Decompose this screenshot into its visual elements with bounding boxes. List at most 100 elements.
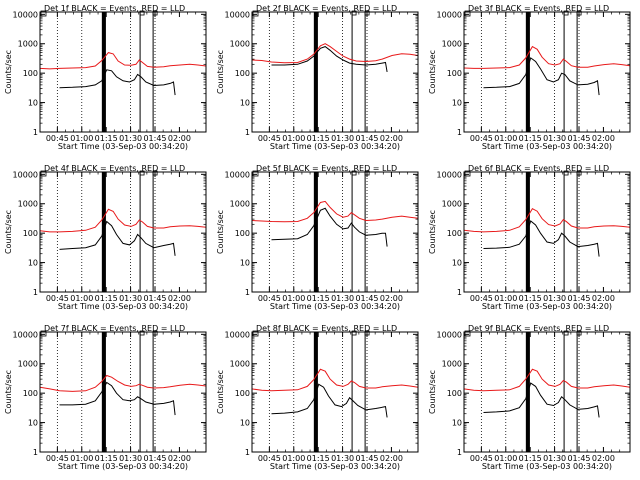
axes-frame (39, 331, 207, 453)
y-axis-label: Counts/sec (428, 50, 437, 94)
x-tick-label: 01:45 (567, 294, 590, 303)
panel-title-detector: Det 2f (256, 4, 281, 13)
series-lld-line (251, 368, 419, 392)
marker-flag (40, 330, 47, 337)
event-marker-thick (101, 332, 106, 452)
panel-2: 1 10 100 1000 10000 00:45 01:00 01:15 01:30 01:45… (216, 4, 419, 151)
x-tick-label: 00:45 (470, 294, 493, 303)
x-tick-label: 00:45 (258, 134, 281, 143)
series-lld-line (39, 52, 207, 70)
y-tick-label: 100 (447, 69, 462, 78)
panel-title: Det 1f BLACK = Events, RED = LLD (44, 4, 185, 13)
y-tick-label: 1 (457, 448, 462, 457)
x-tick-label: 02:00 (592, 134, 615, 143)
y-tick-label: 1 (245, 288, 250, 297)
y-tick-label: 1000 (442, 200, 462, 209)
panel-title-legend: BLACK = Events, RED = LLD (493, 4, 609, 13)
marker-flag (139, 170, 145, 176)
y-axis-label: Counts/sec (216, 50, 225, 94)
panel-title-legend: BLACK = Events, RED = LLD (281, 324, 397, 333)
marker-flag (252, 10, 259, 17)
event-marker-thick (313, 172, 318, 292)
panel-1: 1 10 100 1000 10000 00:45 01:00 01:15 01:30 01:45… (4, 4, 207, 151)
y-tick-label: 1000 (18, 200, 38, 209)
x-tick-label: 01:30 (543, 294, 566, 303)
y-tick-label: 10 (28, 259, 38, 268)
panel-8: 1 10 100 1000 10000 00:45 01:00 01:15 01:30 01:45… (216, 324, 419, 471)
y-tick-label: 10000 (225, 330, 250, 339)
x-tick-label: 01:45 (355, 134, 378, 143)
marker-flag (351, 330, 357, 336)
event-marker-thick (525, 12, 530, 132)
x-tick-label: 02:00 (592, 454, 615, 463)
marker-flag (464, 10, 471, 17)
series-events-line (271, 207, 388, 247)
x-tick-label: 01:30 (119, 454, 142, 463)
marker-flag (40, 170, 47, 177)
y-tick-label: 1000 (442, 40, 462, 49)
y-axis-label: Counts/sec (428, 210, 437, 254)
x-axis-label: Start Time (03-Sep-03 00:34:20) (270, 462, 400, 471)
x-tick-label: 01:45 (355, 294, 378, 303)
y-tick-label: 100 (235, 69, 250, 78)
y-tick-label: 1 (457, 128, 462, 137)
y-tick-label: 100 (23, 69, 38, 78)
panel-title: Det 6f BLACK = Events, RED = LLD (468, 164, 609, 173)
marker-flag (139, 10, 145, 16)
y-tick-label: 10 (28, 419, 38, 428)
y-tick-label: 100 (447, 389, 462, 398)
panel-title-detector: Det 1f (44, 4, 69, 13)
series-events-line (59, 220, 176, 256)
series-events-line (59, 381, 176, 416)
x-tick-label: 01:15 (519, 294, 542, 303)
x-tick-label: 02:00 (380, 134, 403, 143)
y-tick-label: 100 (447, 229, 462, 238)
y-tick-label: 10 (240, 419, 250, 428)
panel-4: 1 10 100 1000 10000 00:45 01:00 01:15 01:30 01:45… (4, 164, 207, 311)
panel-title-detector: Det 9f (468, 324, 493, 333)
y-axis-label: Counts/sec (4, 50, 13, 94)
y-tick-label: 10000 (225, 170, 250, 179)
x-tick-label: 02:00 (168, 134, 191, 143)
panel-title: Det 2f BLACK = Events, RED = LLD (256, 4, 397, 13)
y-tick-label: 1 (245, 128, 250, 137)
y-tick-label: 10000 (437, 10, 462, 19)
x-tick-label: 01:15 (519, 454, 542, 463)
marker-flag (252, 170, 259, 177)
x-tick-label: 01:30 (543, 454, 566, 463)
x-axis-label: Start Time (03-Sep-03 00:34:20) (58, 142, 188, 151)
y-tick-label: 10 (452, 99, 462, 108)
y-tick-label: 1000 (18, 360, 38, 369)
marker-flag (563, 330, 569, 336)
axes-frame (251, 11, 419, 133)
axes-frame (39, 11, 207, 133)
y-tick-label: 10 (28, 99, 38, 108)
panel-title-legend: BLACK = Events, RED = LLD (69, 4, 185, 13)
y-axis-label: Counts/sec (428, 370, 437, 414)
marker-flag (464, 330, 471, 337)
y-tick-label: 1 (457, 288, 462, 297)
y-tick-label: 1000 (442, 360, 462, 369)
y-tick-label: 1000 (230, 200, 250, 209)
x-tick-label: 02:00 (592, 294, 615, 303)
panel-title: Det 7f BLACK = Events, RED = LLD (44, 324, 185, 333)
y-tick-label: 100 (235, 229, 250, 238)
x-tick-label: 01:30 (331, 134, 354, 143)
panel-title: Det 9f BLACK = Events, RED = LLD (468, 324, 609, 333)
panel-title-detector: Det 7f (44, 324, 69, 333)
x-tick-label: 01:00 (70, 134, 93, 143)
x-tick-label: 01:15 (95, 454, 118, 463)
axes-frame (463, 331, 631, 453)
y-tick-label: 10000 (437, 330, 462, 339)
y-tick-label: 1000 (230, 40, 250, 49)
marker-flag (40, 10, 47, 17)
series-lld-line (463, 208, 631, 233)
x-axis-label: Start Time (03-Sep-03 00:34:20) (482, 142, 612, 151)
series-lld-line (251, 200, 419, 223)
y-tick-label: 100 (235, 389, 250, 398)
y-axis-label: Counts/sec (216, 370, 225, 414)
x-tick-label: 01:15 (95, 294, 118, 303)
event-marker-thick (313, 12, 318, 132)
y-axis-label: Counts/sec (4, 210, 13, 254)
